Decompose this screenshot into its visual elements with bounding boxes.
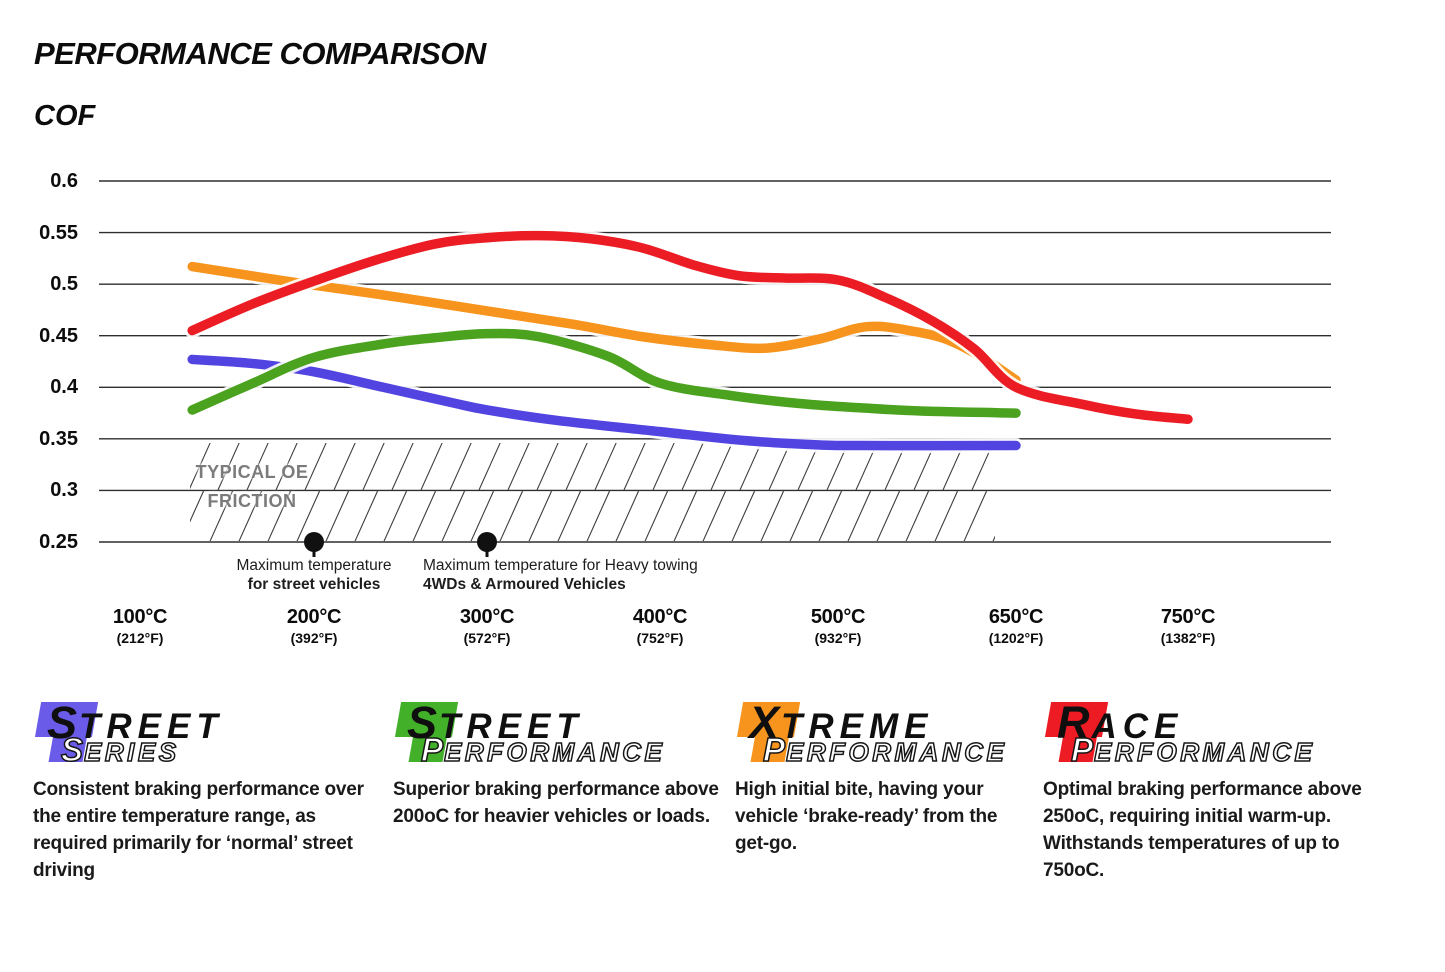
logo-chip [394,702,459,762]
brand-street-series: STREET SERIES Consistent braking perform… [33,697,373,884]
brand-description: High initial bite, having your vehicle ‘… [735,779,998,854]
oe-friction-label: TYPICAL OE FRICTION [188,458,316,516]
x-axis-tick-label: 200°C (392°F) [244,606,384,646]
x-tick-celsius: 300°C [459,606,515,628]
y-axis-tick-label: 0.55 [39,221,78,244]
street-performance-logo: STREET PERFORMANCE [394,697,665,769]
x-tick-celsius: 100°C [112,606,168,628]
xtreme-performance-logo: XTREME PERFORMANCE [736,697,1007,769]
y-axis-tick-label: 0.4 [50,376,78,399]
x-tick-fahrenheit: (392°F) [290,630,338,646]
chart-curves [184,228,1196,454]
y-axis-tick-label: 0.45 [39,324,78,347]
annotation-line1: Maximum temperature [236,557,392,574]
x-tick-celsius: 400°C [632,606,688,628]
logo-chip [34,702,99,762]
y-axis-title: COF [34,100,96,132]
annotation-street-max-temp: Maximum temperature for street vehicles [184,556,444,594]
x-tick-fahrenheit: (1202°F) [988,630,1044,646]
x-axis-tick-label: 750°C (1382°F) [1118,606,1258,646]
x-tick-celsius: 650°C [988,606,1044,628]
svg-text:RACE: RACE [1057,697,1183,748]
curve-street-series [187,354,1021,451]
svg-text:SERIES: SERIES [61,731,180,768]
oe-friction-label-line1: TYPICAL OE [195,462,309,482]
x-axis-tick-label: 300°C (572°F) [417,606,557,646]
svg-text:STREET: STREET [407,697,584,748]
annotation-towing-max-temp: Maximum temperature for Heavy towing 4WD… [423,556,763,594]
x-axis-tick-label: 100°C (212°F) [70,606,210,646]
curve-street-performance [187,328,1021,418]
performance-comparison-chart [99,180,1331,558]
chart-markers [304,532,497,558]
oe-friction-hatch-zone [190,443,995,541]
curve-xtreme-performance [187,261,1021,385]
x-tick-fahrenheit: (572°F) [463,630,511,646]
x-tick-fahrenheit: (212°F) [116,630,164,646]
svg-text:PERFORMANCE: PERFORMANCE [1071,731,1315,768]
svg-text:PERFORMANCE: PERFORMANCE [763,731,1007,768]
max-temp-marker-1 [304,532,324,553]
x-tick-celsius: 500°C [810,606,866,628]
brand-description: Optimal braking performance above 250oC,… [1043,779,1362,881]
x-axis-tick-label: 500°C (932°F) [768,606,908,646]
y-axis-tick-label: 0.35 [39,427,78,450]
y-axis-tick-label: 0.5 [50,273,78,296]
x-axis-tick-label: 400°C (752°F) [590,606,730,646]
x-tick-fahrenheit: (752°F) [636,630,684,646]
max-temp-marker-2 [477,532,497,553]
svg-text:XTREME: XTREME [746,697,934,748]
annotation-line1: Maximum temperature for Heavy towing [423,557,698,574]
annotation-line2: for street vehicles [247,576,381,593]
page-title: PERFORMANCE COMPARISON [34,36,486,71]
logo-chip [1044,702,1109,762]
brand-description: Superior braking performance above 200oC… [393,779,719,827]
x-tick-fahrenheit: (932°F) [814,630,862,646]
svg-text:STREET: STREET [47,697,224,748]
race-performance-logo: RACE PERFORMANCE [1044,697,1315,769]
annotation-line2: 4WDs & Armoured Vehicles [423,576,626,593]
brand-race-performance: RACE PERFORMANCE Optimal braking perform… [1043,697,1378,884]
x-tick-celsius: 200°C [286,606,342,628]
x-tick-fahrenheit: (1382°F) [1160,630,1216,646]
y-axis-tick-label: 0.25 [39,531,78,553]
y-axis-tick-label: 0.6 [50,170,78,192]
curve-race-performance [187,230,1193,425]
x-axis-tick-label: 650°C (1202°F) [946,606,1086,646]
logo-chip [736,702,801,762]
brand-description: Consistent braking performance over the … [33,779,364,881]
svg-text:PERFORMANCE: PERFORMANCE [421,731,665,768]
brand-xtreme-performance: XTREME PERFORMANCE High initial bite, ha… [735,697,1027,857]
y-axis-tick-label: 0.3 [50,479,78,502]
oe-friction-label-line2: FRICTION [207,491,297,511]
x-tick-celsius: 750°C [1160,606,1216,628]
brand-street-performance: STREET PERFORMANCE Superior braking perf… [393,697,728,830]
street-series-logo: STREET SERIES [34,697,224,769]
